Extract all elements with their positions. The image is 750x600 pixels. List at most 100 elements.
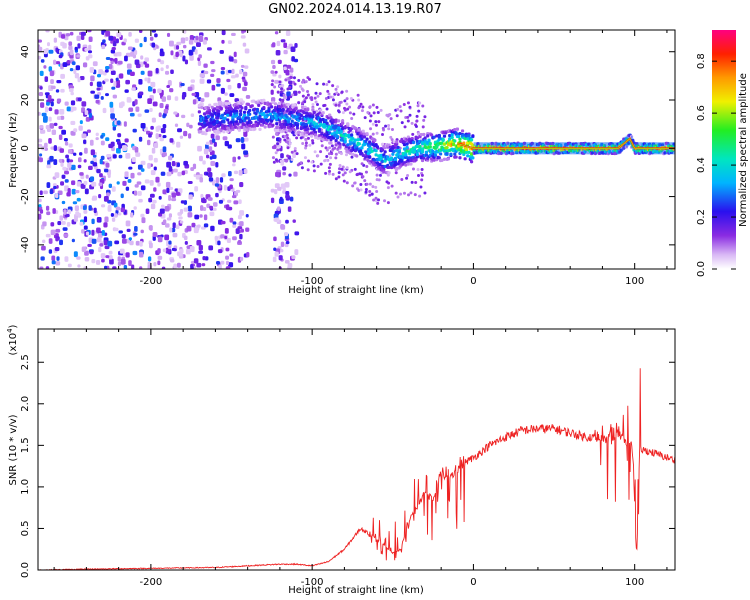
- heatmap-cell: [147, 85, 153, 92]
- heatmap-cell: [220, 220, 226, 225]
- heatmap-cell: [75, 190, 80, 194]
- heatmap-cell: [219, 177, 224, 183]
- heatmap-cell: [409, 191, 413, 195]
- heatmap-cell: [57, 221, 62, 226]
- heatmap-cell: [220, 113, 225, 117]
- heatmap-cell: [242, 86, 247, 92]
- heatmap-cell: [60, 73, 65, 79]
- heatmap-cell: [45, 205, 50, 211]
- heatmap-cell: [300, 166, 304, 170]
- heatmap-cell: [281, 108, 285, 112]
- heatmap-cell: [121, 41, 126, 46]
- heatmap-cell: [239, 113, 243, 117]
- heatmap-cell: [244, 65, 249, 69]
- heatmap-cell: [422, 118, 426, 122]
- heatmap-cell: [68, 45, 73, 51]
- heatmap-cell: [436, 143, 440, 147]
- heatmap-cell: [64, 179, 69, 183]
- heatmap-cell: [43, 65, 47, 69]
- heatmap-cell: [242, 110, 247, 114]
- heatmap-cell: [117, 256, 121, 262]
- heatmap-cell: [42, 239, 46, 243]
- heatmap-cell: [157, 88, 162, 94]
- heatmap-cell: [167, 95, 172, 101]
- heatmap-cell: [453, 128, 457, 132]
- heatmap-cell: [440, 158, 444, 162]
- heatmap-cell: [224, 92, 228, 96]
- heatmap-cell: [231, 195, 237, 199]
- heatmap-cell: [227, 199, 232, 203]
- heatmap-cell: [232, 224, 237, 228]
- heatmap-cell: [469, 152, 474, 156]
- heatmap-cell: [48, 138, 52, 144]
- heatmap-cell: [368, 189, 372, 193]
- heatmap-cell: [263, 101, 267, 106]
- heatmap-cell: [455, 127, 459, 131]
- heatmap-cell: [262, 106, 266, 110]
- heatmap-cell: [48, 66, 53, 72]
- heatmap-cell: [239, 181, 244, 188]
- heatmap-cell: [379, 153, 383, 157]
- heatmap-cell: [462, 141, 466, 145]
- heatmap-cell: [233, 125, 238, 129]
- heatmap-cell: [297, 79, 301, 83]
- heatmap-cell: [241, 143, 246, 150]
- heatmap-cell: [355, 154, 359, 158]
- heatmap-cell: [273, 247, 277, 252]
- heatmap-cell: [53, 159, 58, 165]
- heatmap-cell: [63, 209, 67, 215]
- heatmap-cell: [228, 262, 234, 268]
- heatmap-cell: [61, 34, 66, 39]
- heatmap-cell: [240, 228, 244, 233]
- heatmap-cell: [244, 127, 248, 131]
- heatmap-cell: [39, 125, 44, 129]
- heatmap-cell: [98, 69, 103, 75]
- heatmap-cell: [109, 258, 114, 265]
- heatmap-cell: [217, 109, 221, 113]
- heatmap-cell: [380, 132, 384, 136]
- heatmap-cell: [196, 262, 202, 268]
- heatmap-cell: [237, 100, 241, 105]
- heatmap-cell: [268, 102, 272, 106]
- heatmap-cell: [360, 162, 364, 166]
- heatmap-cell: [108, 158, 112, 162]
- heatmap-cell: [390, 138, 394, 142]
- heatmap-cell: [272, 256, 277, 263]
- heatmap-cell: [50, 79, 54, 84]
- heatmap-cell: [89, 176, 95, 182]
- heatmap-cell: [368, 105, 372, 109]
- heatmap-cell: [97, 232, 103, 238]
- heatmap-cell: [107, 205, 112, 212]
- heatmap-cell: [137, 172, 142, 176]
- heatmap-cell: [248, 112, 252, 116]
- heatmap-cell: [67, 263, 72, 268]
- heatmap-cell: [108, 143, 113, 149]
- heatmap-cell: [237, 239, 242, 244]
- heatmap-cell: [206, 114, 210, 119]
- heatmap-cell: [188, 39, 194, 45]
- heatmap-cell: [116, 32, 122, 38]
- heatmap-cell: [91, 218, 95, 225]
- heatmap-cell: [162, 219, 167, 225]
- heatmap-cell: [439, 152, 443, 156]
- heatmap-cell: [166, 187, 170, 194]
- heatmap-cell: [294, 231, 300, 236]
- heatmap-cell: [182, 30, 187, 34]
- heatmap-cell: [244, 105, 248, 110]
- heatmap-cell: [165, 247, 171, 254]
- heatmap-cell: [369, 147, 373, 151]
- heatmap-cell: [457, 135, 461, 139]
- heatmap-cell: [198, 244, 203, 251]
- heatmap-cell: [208, 103, 212, 107]
- heatmap-cell: [162, 146, 167, 153]
- heatmap-cell: [286, 120, 290, 124]
- heatmap-cell: [325, 107, 329, 111]
- heatmap-cell: [273, 144, 277, 148]
- heatmap-cell: [411, 140, 416, 145]
- heatmap-cell: [38, 91, 44, 97]
- heatmap-cell: [325, 121, 329, 125]
- heatmap-cell: [418, 144, 422, 149]
- heatmap-cell: [337, 175, 341, 179]
- heatmap-cell: [57, 190, 63, 195]
- heatmap-cell: [55, 261, 61, 266]
